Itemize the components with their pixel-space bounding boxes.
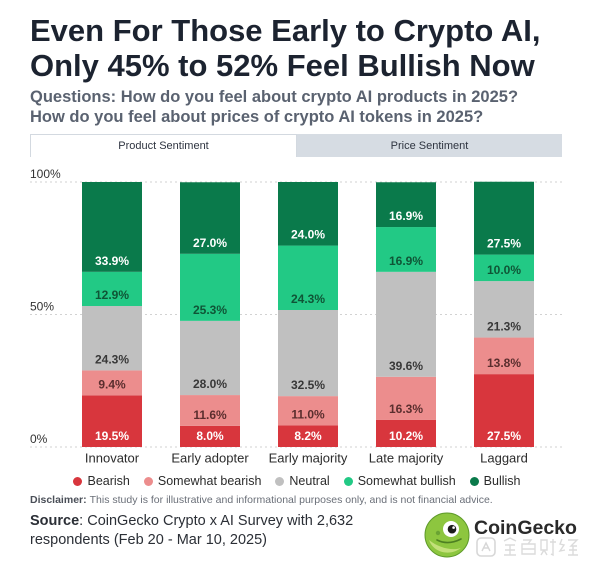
legend-swatch [275, 476, 285, 486]
bar-segment-laggard-somewhat-bearish [474, 337, 534, 375]
bar-segment-early-adopter-bearish [180, 425, 240, 447]
legend-item-somewhat-bullish: Somewhat bullish [343, 474, 456, 488]
data-label-early-adopter-somewhat-bearish: 11.6% [193, 408, 227, 422]
legend-label: Bullish [483, 474, 521, 488]
bar-segment-early-majority-bullish [278, 182, 338, 246]
page-title: Even For Those Early to Crypto AI, Only … [30, 13, 541, 83]
bar-segment-innovator-somewhat-bullish [82, 271, 142, 307]
data-label-laggard-somewhat-bearish: 13.8% [487, 356, 521, 370]
bar-segment-early-majority-somewhat-bullish [278, 245, 338, 310]
bar-segment-late-majority-somewhat-bearish [376, 376, 436, 420]
legend-item-somewhat-bearish: Somewhat bearish [143, 474, 262, 488]
bar-segment-innovator-bullish [82, 182, 142, 272]
data-label-late-majority-somewhat-bearish: 16.3% [389, 402, 423, 416]
bar-segment-innovator-somewhat-bearish [82, 370, 142, 396]
bar-segment-early-majority-somewhat-bearish [278, 396, 338, 426]
source-note: Source: CoinGecko Crypto x AI Survey wit… [30, 512, 375, 550]
data-label-late-majority-bullish: 16.9% [389, 209, 423, 223]
bar-segment-innovator-neutral [82, 306, 142, 371]
source-text: : CoinGecko Crypto x AI Survey with 2,63… [30, 513, 354, 548]
data-label-innovator-somewhat-bearish: 9.4% [98, 377, 126, 391]
disclaimer-label: Disclaimer: [30, 494, 87, 506]
legend-item-bullish: Bullish [469, 474, 521, 488]
disclaimer: Disclaimer: This study is for illustrativ… [30, 493, 493, 507]
brand-name: CoinGecko [474, 517, 577, 539]
gecko-icon [424, 512, 470, 558]
data-label-late-majority-somewhat-bullish: 16.9% [389, 254, 423, 268]
tab-label: Product Sentiment [118, 140, 209, 152]
data-label-early-majority-bearish: 8.2% [294, 429, 322, 443]
chart-legend: Bearish Somewhat bearish Neutral Somewha… [0, 473, 594, 489]
bar-segment-laggard-somewhat-bullish [474, 254, 534, 282]
bar-segment-laggard-bearish [474, 374, 534, 447]
bar-segment-early-majority-neutral [278, 309, 338, 397]
tab-bar: Product Sentiment Price Sentiment [30, 134, 562, 157]
y-tick-label: 50% [30, 300, 54, 314]
page-subtitle: Questions: How do you feel about crypto … [30, 88, 519, 126]
tab-product-sentiment[interactable]: Product Sentiment [30, 134, 297, 157]
x-tick-label-early-majority: Early majority [269, 451, 348, 466]
bar-segment-early-majority-bearish [278, 425, 338, 447]
legend-label: Somewhat bearish [157, 474, 262, 488]
legend-swatch [143, 476, 153, 486]
legend-swatch [343, 476, 353, 486]
bar-segment-late-majority-somewhat-bullish [376, 227, 436, 272]
data-label-late-majority-neutral: 39.6% [389, 359, 423, 373]
legend-swatch [469, 476, 479, 486]
data-label-laggard-bullish: 27.5% [487, 237, 521, 251]
jinse-logo-icon [476, 537, 579, 557]
bar-segment-early-adopter-bullish [180, 182, 240, 254]
bar-segment-late-majority-neutral [376, 271, 436, 377]
legend-label: Neutral [289, 474, 330, 488]
y-tick-label: 0% [30, 432, 48, 446]
x-tick-label-late-majority: Late majority [369, 451, 444, 466]
data-label-early-majority-neutral: 32.5% [291, 378, 325, 392]
legend-swatch [73, 476, 83, 486]
data-label-innovator-somewhat-bullish: 12.9% [95, 288, 129, 302]
x-tick-label-early-adopter: Early adopter [171, 451, 249, 466]
data-label-early-majority-somewhat-bearish: 11.0% [291, 407, 325, 421]
tab-price-sentiment[interactable]: Price Sentiment [297, 134, 562, 157]
x-tick-label-innovator: Innovator [85, 451, 140, 466]
legend-label: Bearish [87, 474, 130, 488]
tab-label: Price Sentiment [390, 139, 469, 152]
legend-item-neutral: Neutral [275, 474, 330, 488]
stacked-bar-chart: 0% 50% 100% 19.5% 9.4% 24.3% 12.9% 33.9% Innovat… [30, 167, 562, 466]
data-label-laggard-bearish: 27.5% [487, 429, 521, 443]
data-label-early-majority-bullish: 24.0% [291, 228, 325, 242]
legend-item-bearish: Bearish [73, 474, 130, 488]
data-label-innovator-neutral: 24.3% [95, 352, 129, 366]
source-label: Source [30, 513, 80, 529]
data-label-early-adopter-bearish: 8.0% [196, 429, 224, 443]
y-tick-label: 100% [30, 167, 61, 181]
disclaimer-text: This study is for illustrative and infor… [89, 494, 493, 506]
data-label-laggard-neutral: 21.3% [487, 320, 521, 334]
bar-segment-innovator-bearish [82, 395, 142, 447]
data-label-early-majority-somewhat-bullish: 24.3% [291, 292, 325, 306]
x-tick-label-laggard: Laggard [480, 451, 528, 466]
data-label-laggard-somewhat-bullish: 10.0% [487, 263, 521, 277]
data-label-early-adopter-bullish: 27.0% [193, 236, 227, 250]
bar-segment-early-adopter-neutral [180, 320, 240, 396]
data-label-early-adopter-somewhat-bullish: 25.3% [193, 303, 227, 317]
data-label-early-adopter-neutral: 28.0% [193, 377, 227, 391]
bar-segment-early-adopter-somewhat-bearish [180, 395, 240, 426]
bar-segment-early-adopter-somewhat-bullish [180, 253, 240, 321]
bar-segment-laggard-bullish [474, 181, 534, 255]
bar-segment-laggard-neutral [474, 281, 534, 338]
bar-segment-late-majority-bearish [376, 419, 436, 447]
data-label-late-majority-bearish: 10.2% [389, 429, 423, 443]
bar-segment-late-majority-bullish [376, 182, 436, 228]
data-label-innovator-bullish: 33.9% [95, 254, 129, 268]
legend-label: Somewhat bullish [357, 474, 456, 488]
data-label-innovator-bearish: 19.5% [95, 429, 129, 443]
